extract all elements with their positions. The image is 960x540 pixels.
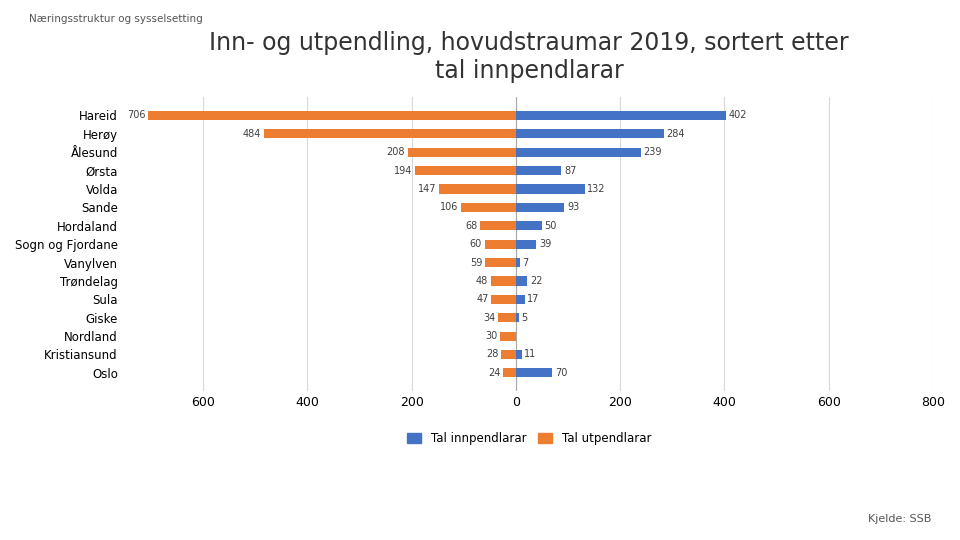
Text: 24: 24	[489, 368, 501, 378]
Bar	[516, 129, 664, 138]
Text: 47: 47	[476, 294, 489, 305]
Text: 484: 484	[243, 129, 261, 139]
Bar	[516, 166, 562, 175]
Bar	[501, 350, 516, 359]
Bar	[516, 147, 640, 157]
Text: 93: 93	[567, 202, 579, 212]
Bar	[516, 295, 525, 304]
Bar	[148, 111, 516, 120]
Text: 284: 284	[666, 129, 685, 139]
Text: 70: 70	[555, 368, 567, 378]
Text: 402: 402	[728, 110, 747, 120]
Text: 22: 22	[530, 276, 542, 286]
Bar	[516, 368, 552, 377]
Bar	[492, 295, 516, 304]
Text: Kjelde: SSB: Kjelde: SSB	[868, 514, 931, 524]
Text: 132: 132	[588, 184, 606, 194]
Bar	[407, 147, 516, 157]
Bar	[516, 258, 519, 267]
Text: Næringsstruktur og sysselsetting: Næringsstruktur og sysselsetting	[29, 14, 203, 24]
Text: 11: 11	[524, 349, 537, 360]
Text: 87: 87	[564, 166, 576, 176]
Text: 239: 239	[643, 147, 661, 157]
Text: 28: 28	[487, 349, 499, 360]
Bar	[516, 221, 542, 231]
Bar	[516, 111, 726, 120]
Text: 7: 7	[522, 258, 528, 267]
Bar	[481, 221, 516, 231]
Bar	[516, 276, 527, 286]
Text: 208: 208	[386, 147, 405, 157]
Bar	[516, 184, 585, 193]
Text: 60: 60	[469, 239, 482, 249]
Bar	[516, 350, 521, 359]
Text: 34: 34	[483, 313, 495, 323]
Bar	[500, 332, 516, 341]
Text: 17: 17	[527, 294, 540, 305]
Bar	[491, 276, 516, 286]
Bar	[264, 129, 516, 138]
Legend: Tal innpendlarar, Tal utpendlarar: Tal innpendlarar, Tal utpendlarar	[402, 427, 656, 449]
Bar	[485, 240, 516, 249]
Bar	[516, 202, 564, 212]
Text: 30: 30	[486, 331, 497, 341]
Bar	[440, 184, 516, 193]
Text: 50: 50	[544, 221, 557, 231]
Text: 39: 39	[539, 239, 551, 249]
Title: Inn- og utpendling, hovudstraumar 2019, sortert etter
tal innpendlarar: Inn- og utpendling, hovudstraumar 2019, …	[209, 31, 849, 83]
Bar	[516, 313, 518, 322]
Text: 68: 68	[466, 221, 478, 231]
Text: 194: 194	[394, 166, 412, 176]
Text: 59: 59	[470, 258, 483, 267]
Text: 706: 706	[127, 110, 145, 120]
Text: 147: 147	[419, 184, 437, 194]
Bar	[516, 240, 537, 249]
Bar	[485, 258, 516, 267]
Bar	[498, 313, 516, 322]
Bar	[461, 202, 516, 212]
Text: 106: 106	[440, 202, 458, 212]
Bar	[503, 368, 516, 377]
Text: 5: 5	[521, 313, 527, 323]
Text: 48: 48	[476, 276, 489, 286]
Bar	[415, 166, 516, 175]
